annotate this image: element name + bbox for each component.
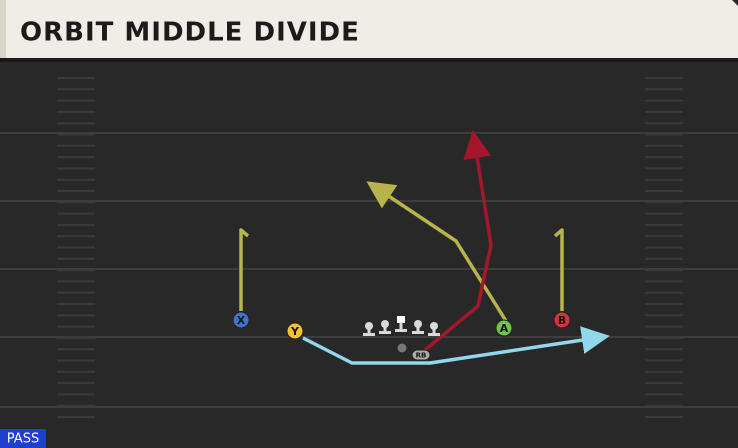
- header-shadow: [0, 58, 738, 62]
- player-label: X: [237, 314, 246, 327]
- hash-marks: [57, 77, 683, 418]
- play-type-label: PASS: [7, 432, 39, 447]
- player-x: [232, 311, 250, 329]
- route-x: [239, 228, 250, 311]
- player-label: Y: [290, 325, 300, 338]
- route-y: [302, 326, 610, 365]
- header-edge: [0, 0, 6, 58]
- quarterback: [397, 343, 407, 353]
- route-rb: [423, 130, 493, 352]
- route-a: [366, 181, 508, 322]
- player-y: [286, 322, 304, 340]
- player-label: RB: [416, 352, 427, 360]
- play-type-badge: [0, 429, 46, 448]
- play-title: ORBIT MIDDLE DIVIDE: [20, 18, 360, 48]
- player-a: [495, 319, 513, 337]
- player-b: [553, 311, 571, 329]
- header-bar: [0, 0, 738, 58]
- player-label: A: [500, 322, 509, 335]
- player-rb: [411, 349, 431, 361]
- yard-lines: [0, 132, 738, 408]
- routes: [239, 130, 610, 365]
- player-label: B: [558, 314, 566, 327]
- offensive-line: [363, 316, 440, 336]
- route-b: [553, 228, 564, 311]
